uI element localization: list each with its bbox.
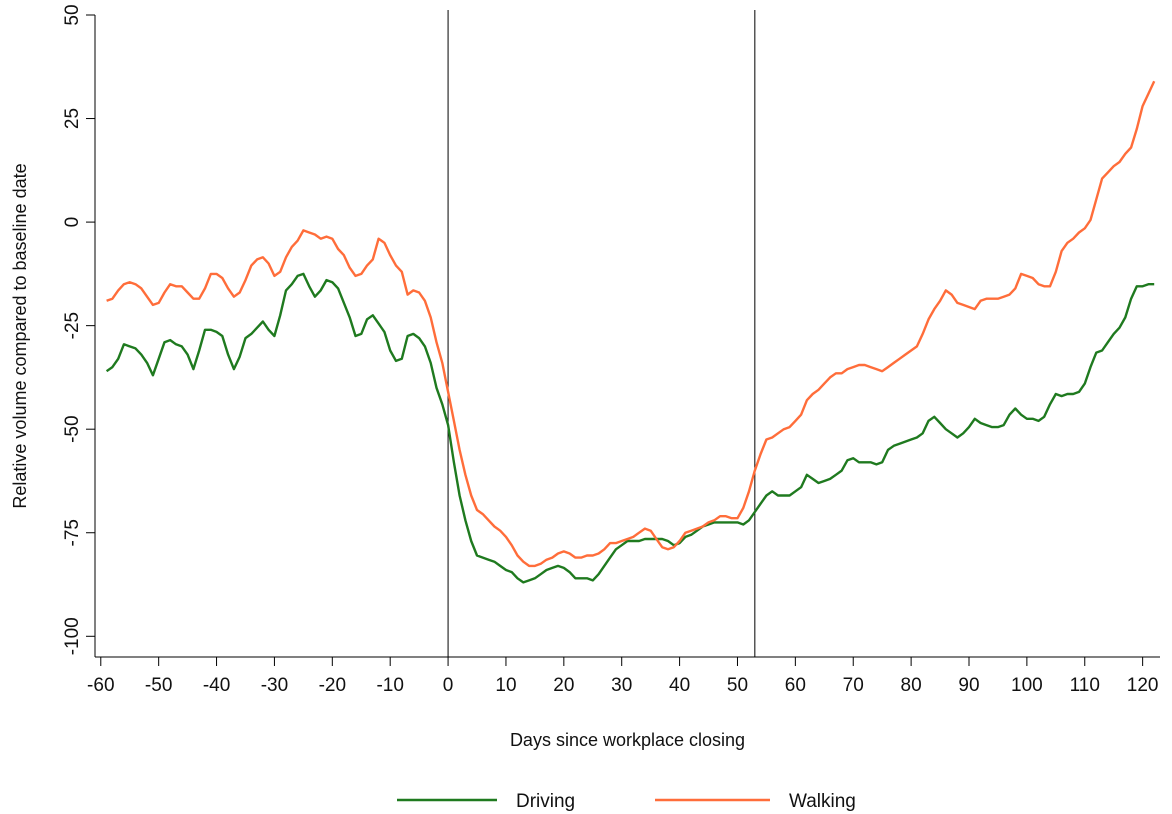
series-line-driving — [105, 272, 1155, 584]
x-tick-label: -60 — [87, 675, 114, 696]
y-tick-label: 50 — [62, 4, 83, 25]
legend-label-driving: Driving — [516, 791, 575, 812]
x-tick-label: 50 — [727, 675, 748, 696]
x-tick-label: 110 — [1070, 675, 1100, 696]
x-axis: -60 -50 -40 -30 -20 -10 0 10 20 30 40 50 60 70 80 90 100… — [87, 657, 1158, 696]
vertical-reference-lines — [447, 10, 756, 657]
x-tick-label: 30 — [611, 675, 632, 696]
series-lines — [105, 80, 1156, 584]
x-tick-label: 40 — [669, 675, 690, 696]
series-line-walking — [106, 80, 1156, 568]
x-tick-label: 70 — [843, 675, 864, 696]
legend-label-walking: Walking — [789, 791, 856, 812]
x-tick-label: 100 — [1011, 675, 1043, 696]
x-axis-title: Days since workplace closing — [510, 730, 745, 750]
plot-frame — [94, 15, 1160, 658]
y-axis: -100 -75 -50 -25 0 25 50 — [62, 4, 95, 655]
x-tick-label: 60 — [785, 675, 806, 696]
x-tick-label: -40 — [203, 675, 230, 696]
y-tick-label: 0 — [62, 217, 83, 228]
x-tick-label: 80 — [901, 675, 922, 696]
y-tick-label: 25 — [62, 108, 83, 129]
x-tick-label: -10 — [376, 675, 403, 696]
x-tick-label: 0 — [443, 675, 454, 696]
x-tick-label: 20 — [553, 675, 574, 696]
y-tick-label: -25 — [62, 312, 83, 339]
y-tick-label: -50 — [62, 415, 83, 442]
legend: Driving Walking — [397, 791, 856, 812]
x-tick-label: -20 — [319, 675, 346, 696]
x-tick-label: 120 — [1127, 675, 1159, 696]
x-tick-label: -50 — [145, 675, 172, 696]
x-tick-label: 10 — [495, 675, 516, 696]
y-tick-label: -100 — [62, 617, 83, 655]
x-tick-label: 90 — [958, 675, 979, 696]
x-tick-label: -30 — [261, 675, 288, 696]
y-axis-title: Relative volume compared to baseline dat… — [10, 163, 30, 508]
y-tick-label: -75 — [62, 519, 83, 546]
